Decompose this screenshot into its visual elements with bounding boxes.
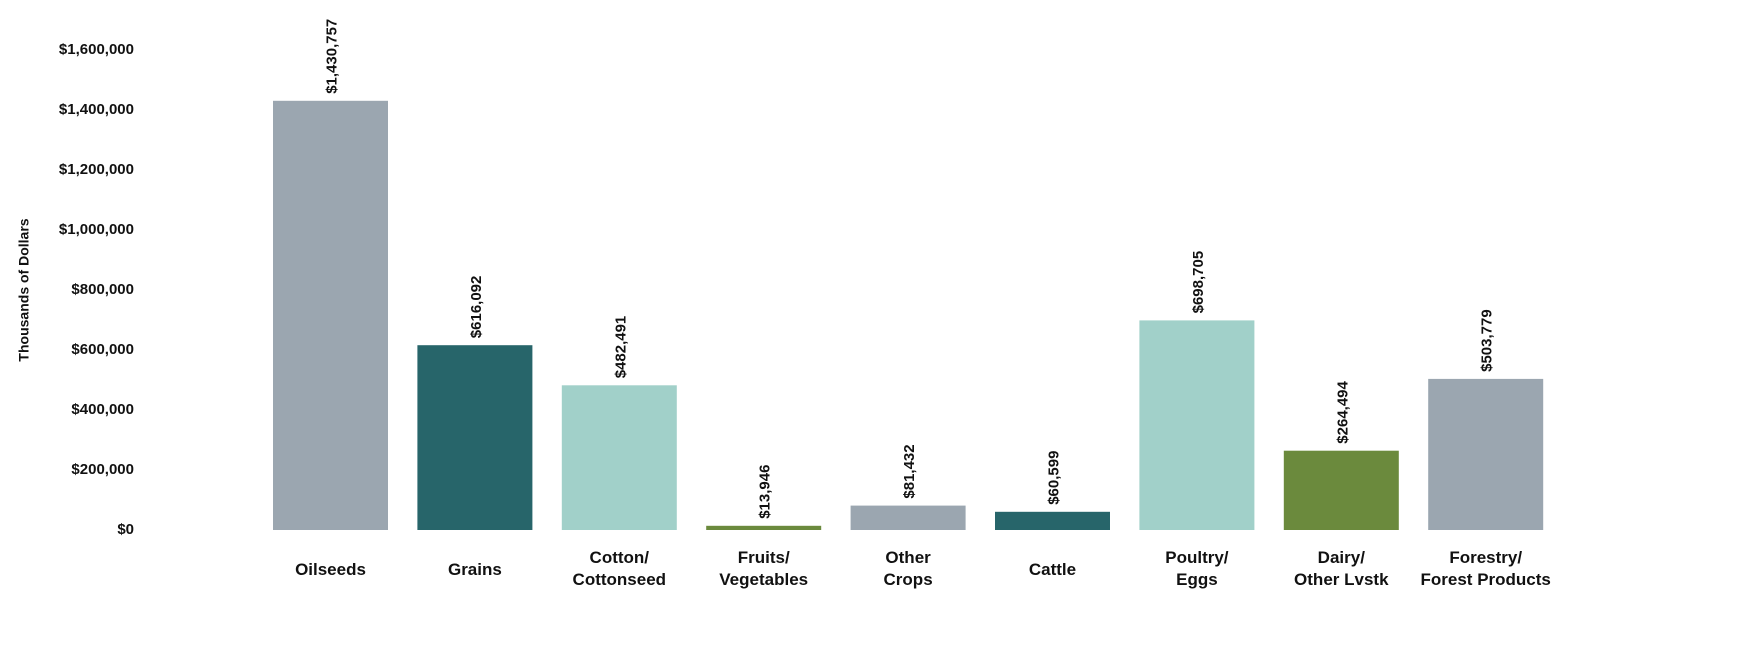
x-tick-label-line: Forestry/	[1449, 548, 1522, 567]
bar	[273, 100, 388, 531]
bar-value-label: $60,599	[1046, 451, 1063, 505]
y-tick-label: $1,000,000	[59, 221, 134, 238]
bar-value-label: $503,779	[1479, 309, 1496, 372]
y-tick-label: $600,000	[71, 341, 134, 358]
x-tick-label-line: Cotton/	[590, 548, 650, 567]
x-tick-label: Cotton/Cottonseed	[573, 548, 667, 589]
x-tick-label-line: Oilseeds	[295, 560, 366, 579]
bar-value-label: $482,491	[612, 316, 629, 379]
y-tick-label: $1,400,000	[59, 101, 134, 118]
y-tick-label: $200,000	[71, 461, 134, 478]
bar	[706, 525, 822, 530]
bar	[995, 511, 1110, 530]
x-tick-label: Forestry/Forest Products	[1421, 548, 1551, 589]
bar-value-label: $264,494	[1334, 380, 1351, 443]
y-tick-label: $0	[117, 521, 134, 538]
x-tick-label-line: Other Lvstk	[1294, 570, 1389, 589]
x-tick-label: Fruits/Vegetables	[719, 548, 808, 589]
bar	[417, 345, 533, 530]
bar-value-label: $81,432	[901, 444, 918, 498]
y-axis-title: Thousands of Dollars	[16, 218, 32, 361]
bar	[1283, 450, 1399, 530]
x-tick-label: Poultry/Eggs	[1165, 548, 1229, 589]
x-tick-label-line: Forest Products	[1421, 570, 1551, 589]
y-axis-label-layer: Thousands of Dollars	[16, 218, 32, 361]
bars	[273, 100, 1544, 531]
x-tick-label-line: Fruits/	[738, 548, 790, 567]
x-tick-label: Cattle	[1029, 560, 1076, 579]
bar	[850, 505, 966, 530]
y-tick-label: $800,000	[71, 281, 134, 298]
bar-value-label: $1,430,757	[324, 19, 341, 94]
x-tick-label-line: Vegetables	[719, 570, 808, 589]
x-tick-label-line: Crops	[884, 570, 933, 589]
bar-value-label: $698,705	[1190, 251, 1207, 314]
value-labels: $1,430,757 $616,092 $482,491 $13,946 $81,432…	[324, 19, 1496, 519]
x-tick-label: Dairy/Other Lvstk	[1294, 548, 1389, 589]
x-tick-label-line: Eggs	[1176, 570, 1218, 589]
bar	[1428, 378, 1544, 530]
x-tick-label-line: Cattle	[1029, 560, 1076, 579]
x-tick-label: Oilseeds	[295, 560, 366, 579]
x-tick-label: Other Crops	[884, 548, 933, 589]
x-tick-label-line: Dairy/	[1318, 548, 1366, 567]
x-axis-category-labels: Oilseeds Grains Cotton/Cottonseed Fruits/Ve…	[295, 548, 1551, 589]
x-tick-label-line: Cottonseed	[573, 570, 667, 589]
y-axis-ticks: $0 $200,000 $400,000 $600,000 $800,000 $1,000…	[59, 41, 134, 538]
x-tick-label: Grains	[448, 560, 502, 579]
y-tick-label: $1,600,000	[59, 41, 134, 58]
x-tick-label-line: Other	[885, 548, 931, 567]
bar	[1139, 320, 1255, 530]
bar	[561, 385, 677, 530]
bar-value-label: $13,946	[757, 465, 774, 519]
y-tick-label: $1,200,000	[59, 161, 134, 178]
bar-value-label: $616,092	[468, 276, 485, 339]
x-tick-label-line: Grains	[448, 560, 502, 579]
x-tick-label-line: Poultry/	[1165, 548, 1229, 567]
y-tick-label: $400,000	[71, 401, 134, 418]
